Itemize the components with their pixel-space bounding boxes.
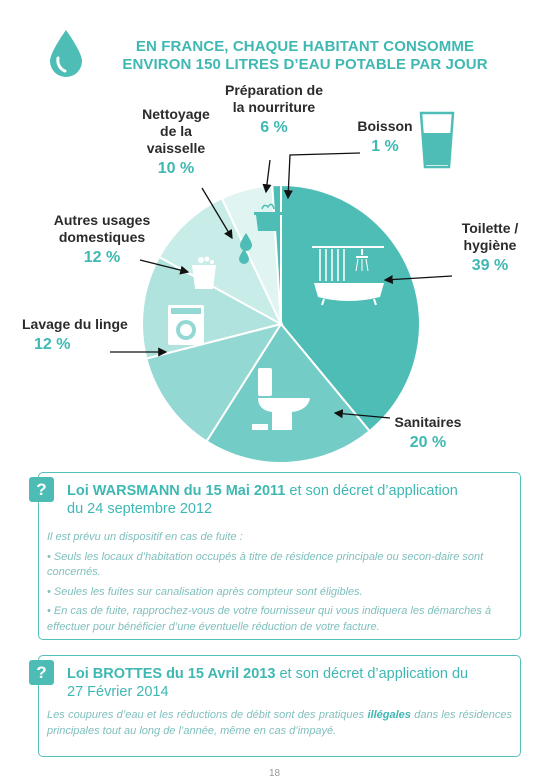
- washing-machine-icon: [168, 305, 204, 345]
- law-warsmann-bullet: • En cas de fuite, rapprochez-vous de vo…: [47, 605, 492, 633]
- page-number: 18: [268, 768, 281, 779]
- title-line-1: EN FRANCE, CHAQUE HABITANT CONSOMME: [135, 38, 475, 55]
- label-sanitaires: Sanitaires 20 %: [394, 414, 462, 451]
- law-warsmann-title: Loi WARSMANN du 15 Mai 2011 et son décre…: [67, 483, 458, 517]
- law-warsmann-intro: Il est prévu un dispositif en cas de fui…: [47, 531, 243, 543]
- law-brottes-text: Les coupures d’eau et les réductions de …: [47, 709, 513, 737]
- law-warsmann-bullet: • Seuls les locaux d’habitation occupés …: [47, 550, 484, 579]
- bucket-icon: [192, 256, 216, 289]
- pie-slice-sanitaires: [205, 322, 372, 464]
- dish-drops-icon: [239, 233, 252, 264]
- water-usage-pie-chart: [141, 183, 421, 464]
- label-autres: Autres usages domestiques 12 %: [53, 212, 151, 266]
- title-line-2: ENVIRON 150 LITRES D’EAU POTABLE PAR JOU…: [122, 56, 488, 73]
- label-linge: Lavage du linge 12 %: [22, 316, 128, 353]
- pie-slice-nettoyage-de-la-vaisselle: [157, 196, 284, 327]
- pie-slice-lavage-du-linge: [145, 322, 284, 443]
- question-icon: ?: [29, 477, 54, 502]
- law-warsmann-text: Il est prévu un dispositif en cas de fui…: [47, 530, 512, 639]
- label-preparation: Préparation de la nourriture 6 %: [224, 82, 324, 136]
- label-vaisselle: Nettoyage de la vaisselle 10 %: [142, 106, 210, 177]
- law-brottes-box: ? Loi BROTTES du 15 Avril 2013 et son dé…: [29, 655, 521, 757]
- label-toilette: Toilette / hygiène 39 %: [461, 220, 519, 274]
- law-brottes-title: Loi BROTTES du 15 Avril 2013 et son décr…: [67, 666, 469, 700]
- bathtub-icon: [312, 246, 384, 306]
- water-glass-icon: [419, 111, 455, 169]
- law-warsmann-bullet: • Seules les fuites sur canalisation apr…: [47, 585, 363, 598]
- label-boisson: Boisson 1 %: [357, 118, 413, 155]
- question-icon: ?: [29, 660, 54, 685]
- toilet-icon: [252, 368, 310, 430]
- law-warsmann-box: ? Loi WARSMANN du 15 Mai 2011 et son déc…: [29, 472, 521, 640]
- page-title: EN FRANCE, CHAQUE HABITANT CONSOMME ENVI…: [95, 38, 515, 74]
- water-drop-icon: [50, 30, 82, 77]
- cooking-pot-icon: [254, 203, 282, 231]
